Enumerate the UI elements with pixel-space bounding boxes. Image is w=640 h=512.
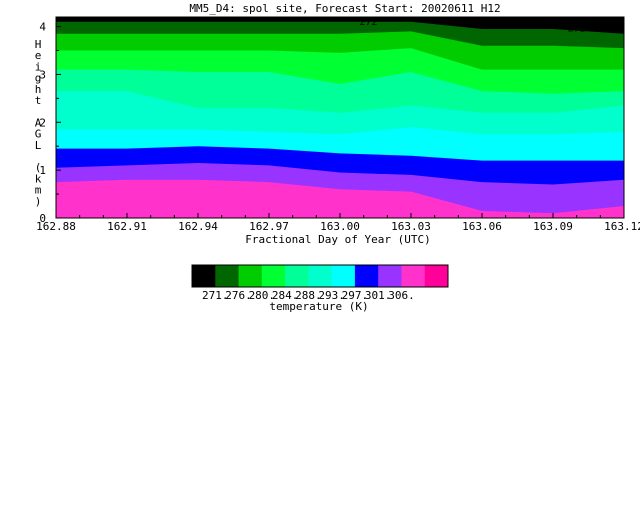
y-tick-label: 0 [39,212,46,225]
x-axis-label: Fractional Day of Year (UTC) [245,233,430,246]
contour-labels: 272 272 272 [359,17,585,35]
y-label-char: ) [35,195,42,208]
y-axis: 0 1 2 3 4 [39,21,61,225]
x-tick-label: 162.94 [178,220,218,233]
colorbar-swatch [238,265,263,287]
colorbar-tick-label: 301. [365,289,392,302]
colorbar-frame [191,264,449,288]
x-tick-label: 163.00 [320,220,360,233]
colorbar-tick-label: 271. [202,289,229,302]
colorbar-tick-label: 276. [225,289,252,302]
chart-title: MM5_D4: spol site, Forecast Start: 20020… [189,2,500,15]
y-tick-label: 3 [39,68,46,81]
colorbar-swatch [331,265,356,287]
x-tick-label: 163.03 [391,220,431,233]
contour-label: 272 [359,17,377,28]
x-axis: 162.88 162.91 162.94 162.97 163.00 163.03 163.… [36,213,640,233]
colorbar-tick-label: 288. [295,289,322,302]
y-label-char: t [35,94,42,107]
colorbar-tick-label: 280. [249,289,276,302]
contour-label: 272 [485,18,503,29]
y-tick-label: 1 [39,164,46,177]
colorbar-swatch [401,265,426,287]
contour-band [56,179,624,218]
colorbar-swatch [215,265,240,287]
x-tick-label: 162.88 [36,220,76,233]
y-label-char: ( [35,161,42,174]
colorbar-label: temperature (K) [269,300,368,313]
y-label-char: L [35,139,42,152]
y-tick-label: 2 [39,116,46,129]
y-label-char: e [35,49,42,62]
y-label-char: H [35,38,42,51]
colorbar-swatch [192,265,216,287]
x-tick-label: 163.06 [462,220,502,233]
y-label-char: h [35,83,42,96]
colorbar-swatch [285,265,309,287]
y-label-char: m [35,184,42,197]
colorbar-tick-label: 293. [318,289,345,302]
colorbar-swatch [261,265,286,287]
y-label-char: k [35,172,42,185]
y-label-char: g [35,72,42,85]
colorbar-tick-label: 284. [272,289,299,302]
x-tick-label: 163.12 [604,220,640,233]
colorbar: 271.276.280.284.288.293.297.301.306. [191,264,449,302]
colorbar-swatch [354,265,379,287]
x-tick-label: 163.09 [533,220,573,233]
colorbar-swatch [378,265,402,287]
colorbar-swatch [424,265,449,287]
y-label-char: A [35,116,42,129]
x-tick-label: 162.91 [107,220,147,233]
y-tick-label: 4 [39,21,46,34]
contour-label: 272 [568,24,586,35]
colorbar-tick-label: 306. [388,289,415,302]
contour-plot [56,17,624,219]
colorbar-tick-label: 297. [342,289,369,302]
x-tick-label: 162.97 [249,220,289,233]
colorbar-swatch [308,265,333,287]
y-label-char: G [35,128,42,141]
y-label-char: i [35,60,42,73]
